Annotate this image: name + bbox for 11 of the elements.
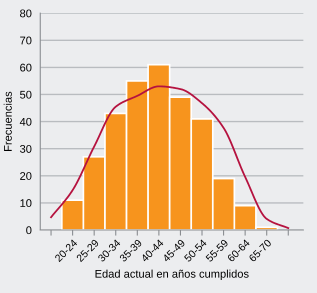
y-tick-label: 30 — [20, 144, 32, 153]
y-tick-label: 60 — [20, 64, 32, 72]
y-tick-label: 10 — [20, 199, 32, 208]
y-tick-label: 80 — [20, 9, 32, 18]
y-tick-label: 40 — [20, 118, 32, 126]
x-axis-title: Edad actual en años cumplidos — [96, 270, 249, 280]
y-axis-title: Frecuencias — [4, 92, 12, 151]
y-tick-label: 50 — [20, 90, 32, 99]
y-tick-label: 20 — [20, 172, 32, 180]
y-tick-label: 0 — [26, 226, 32, 234]
y-tick-label: 70 — [20, 36, 32, 44]
